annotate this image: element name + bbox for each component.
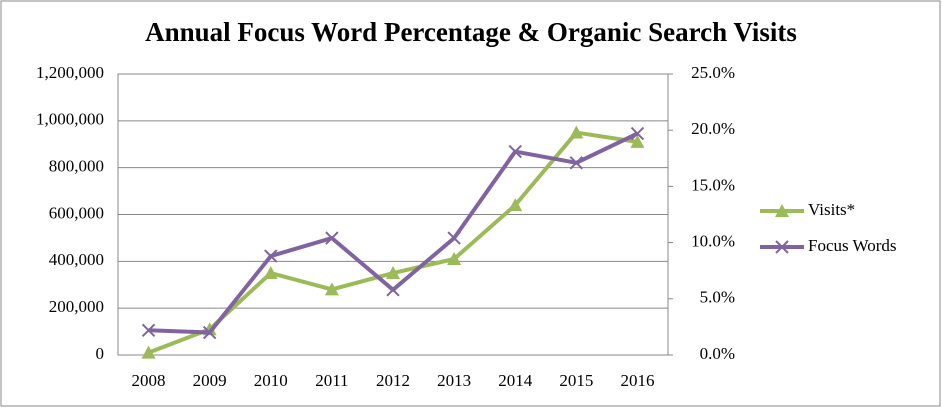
marker (386, 266, 400, 280)
y-tick-label: 200,000 (49, 297, 104, 316)
marker (630, 126, 645, 141)
y-tick-label: 400,000 (49, 250, 104, 269)
marker (141, 323, 156, 337)
x-tick-label: 2016 (620, 371, 654, 390)
marker (202, 325, 217, 340)
y2-tick-label: 25.0% (691, 63, 735, 82)
marker (386, 283, 400, 297)
x-tick-label: 2010 (254, 371, 288, 390)
y-tick-label: 0 (96, 344, 105, 363)
y-tick-label: 800,000 (49, 157, 104, 176)
y2-tick-label: 20.0% (691, 119, 735, 138)
y2-tick-label: 10.0% (691, 232, 735, 251)
x-tick-label: 2015 (559, 371, 593, 390)
y-tick-label: 1,000,000 (36, 110, 104, 129)
legend-label: Visits* (808, 200, 855, 219)
marker (569, 125, 584, 139)
marker (263, 266, 278, 280)
x-tick-label: 2009 (193, 371, 227, 390)
marker (141, 345, 156, 359)
marker (324, 282, 339, 296)
y2-tick-label: 0.0% (700, 344, 735, 363)
x-tick-label: 2011 (315, 371, 348, 390)
x-tick-label: 2008 (132, 371, 166, 390)
y-tick-label: 1,200,000 (36, 63, 104, 82)
x-tick-label: 2012 (376, 371, 410, 390)
marker (447, 231, 461, 245)
marker (447, 251, 462, 265)
legend-marker (775, 204, 789, 217)
marker (630, 134, 645, 148)
x-tick-label: 2014 (498, 371, 533, 390)
marker (325, 231, 339, 245)
y2-tick-label: 5.0% (700, 288, 735, 307)
marker (508, 198, 523, 212)
y-tick-label: 600,000 (49, 203, 104, 222)
legend-label: Focus Words (808, 236, 897, 255)
y2-tick-label: 15.0% (691, 175, 735, 194)
x-tick-label: 2013 (437, 371, 471, 390)
marker (264, 249, 278, 263)
legend-marker (775, 240, 789, 254)
plot-area (117, 73, 669, 356)
marker (508, 144, 522, 159)
marker (569, 156, 584, 170)
chart-title: Annual Focus Word Percentage & Organic S… (145, 17, 797, 47)
